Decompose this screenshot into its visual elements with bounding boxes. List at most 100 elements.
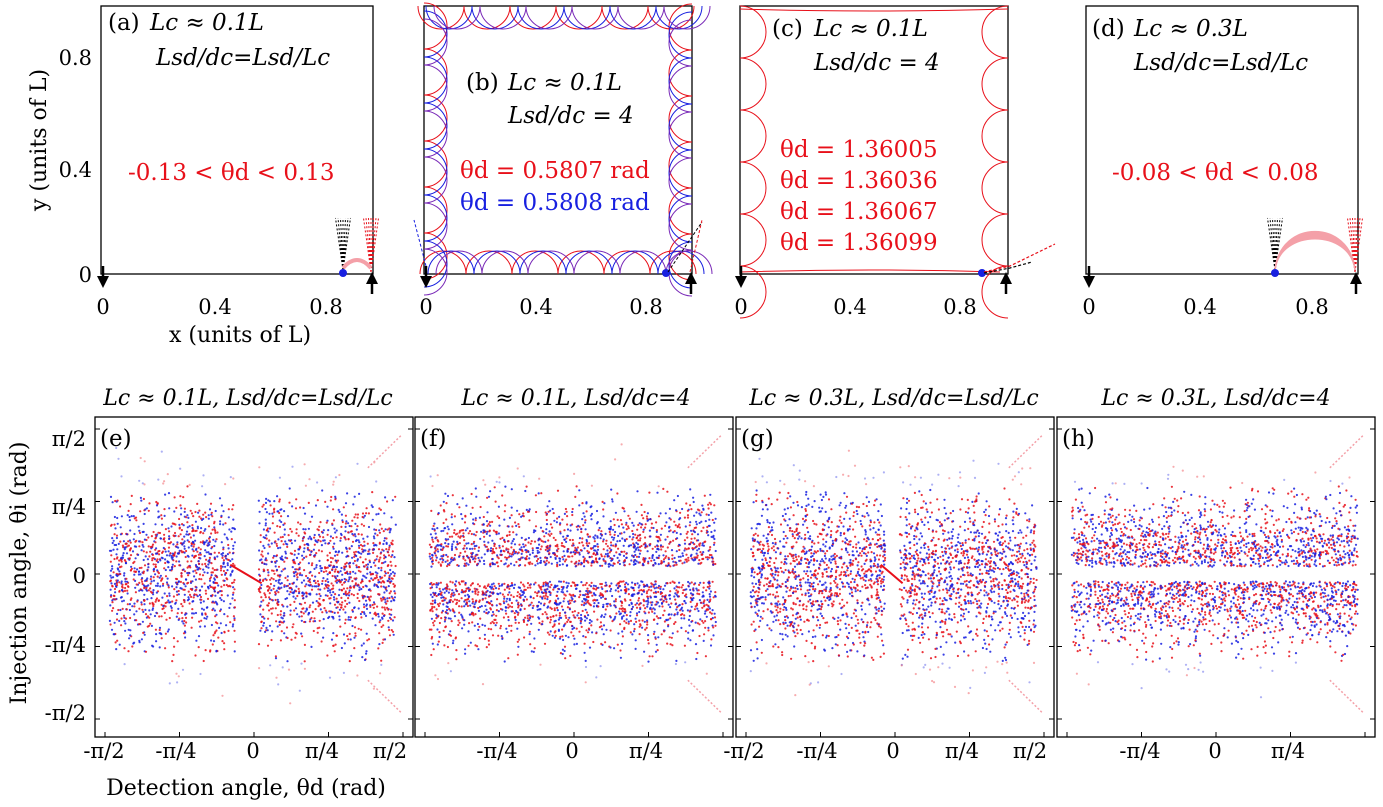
data-point	[215, 602, 218, 605]
data-point	[144, 585, 147, 588]
data-point	[188, 540, 191, 543]
data-point	[669, 529, 672, 532]
data-point	[614, 589, 617, 592]
data-point	[197, 562, 201, 565]
data-point	[273, 572, 276, 575]
data-point	[641, 580, 644, 584]
data-point	[455, 601, 459, 604]
data-point	[302, 550, 305, 553]
data-point	[442, 500, 445, 503]
data-point	[301, 539, 304, 542]
data-point	[510, 514, 513, 517]
data-point	[149, 587, 152, 590]
data-point	[202, 532, 205, 535]
data-point	[185, 516, 188, 519]
data-point	[556, 563, 559, 566]
data-point	[673, 587, 676, 590]
data-point	[693, 583, 696, 586]
data-point	[291, 465, 294, 468]
skipping-orbit-arc	[471, 5, 519, 30]
data-point	[233, 618, 236, 622]
data-point	[656, 649, 659, 652]
data-point	[556, 550, 559, 553]
data-point	[294, 539, 297, 542]
data-point	[187, 574, 190, 577]
data-point	[669, 617, 672, 620]
data-point	[561, 563, 564, 566]
data-point	[430, 617, 433, 620]
data-point	[210, 532, 213, 535]
data-point	[338, 608, 341, 611]
data-point	[205, 617, 208, 620]
data-point	[464, 652, 467, 655]
data-point	[195, 588, 198, 591]
data-point	[173, 645, 176, 648]
data-point	[259, 604, 262, 607]
data-point	[446, 559, 449, 562]
data-point	[133, 545, 136, 548]
data-point	[477, 556, 480, 560]
data-point	[488, 521, 491, 524]
data-point	[301, 591, 304, 594]
data-point	[280, 570, 283, 573]
data-point	[594, 585, 597, 588]
data-point	[625, 528, 628, 531]
data-point	[262, 578, 265, 581]
data-point	[276, 625, 279, 628]
data-point	[516, 594, 519, 598]
data-point	[332, 617, 335, 620]
data-point	[600, 553, 603, 556]
data-point	[389, 590, 392, 593]
data-point	[221, 640, 224, 643]
data-point	[451, 535, 454, 538]
data-point	[644, 557, 647, 560]
data-point	[556, 584, 559, 587]
skipping-orbit-arc	[565, 250, 613, 275]
data-point	[708, 553, 712, 557]
data-point	[139, 588, 142, 591]
data-point	[602, 548, 605, 551]
data-point	[508, 624, 511, 628]
data-point	[212, 634, 215, 637]
data-point	[160, 579, 163, 582]
data-point	[449, 609, 452, 612]
data-point	[280, 558, 283, 561]
data-point	[434, 549, 437, 552]
data-point	[113, 621, 116, 624]
data-point	[532, 597, 535, 600]
data-point	[287, 668, 291, 671]
data-point	[200, 578, 203, 581]
data-point	[355, 554, 358, 558]
data-point	[628, 604, 631, 607]
data-point	[199, 557, 202, 560]
data-point	[531, 562, 534, 565]
data-point	[157, 478, 160, 481]
xtick-label: 0.8	[629, 295, 662, 319]
data-point	[186, 554, 189, 557]
skipping-orbit-arc	[668, 49, 693, 97]
data-point	[258, 549, 261, 552]
data-point	[594, 594, 597, 597]
data-point	[459, 551, 462, 555]
data-point	[207, 517, 210, 520]
data-point	[141, 577, 144, 580]
data-point	[126, 514, 129, 517]
data-point	[618, 539, 622, 543]
data-point	[196, 502, 199, 505]
source-arrow-head	[1000, 272, 1012, 284]
data-point	[647, 562, 650, 565]
data-point	[388, 544, 391, 547]
data-point	[605, 539, 608, 542]
data-point	[507, 619, 510, 622]
trajectory-line	[689, 219, 703, 273]
data-point	[604, 560, 607, 563]
data-point	[463, 605, 466, 608]
data-point	[154, 565, 157, 569]
data-point	[163, 508, 166, 511]
data-point	[231, 581, 234, 585]
data-point	[571, 581, 574, 584]
data-point	[503, 588, 506, 591]
data-point	[269, 607, 273, 610]
data-point	[593, 540, 596, 543]
data-point	[344, 502, 348, 505]
